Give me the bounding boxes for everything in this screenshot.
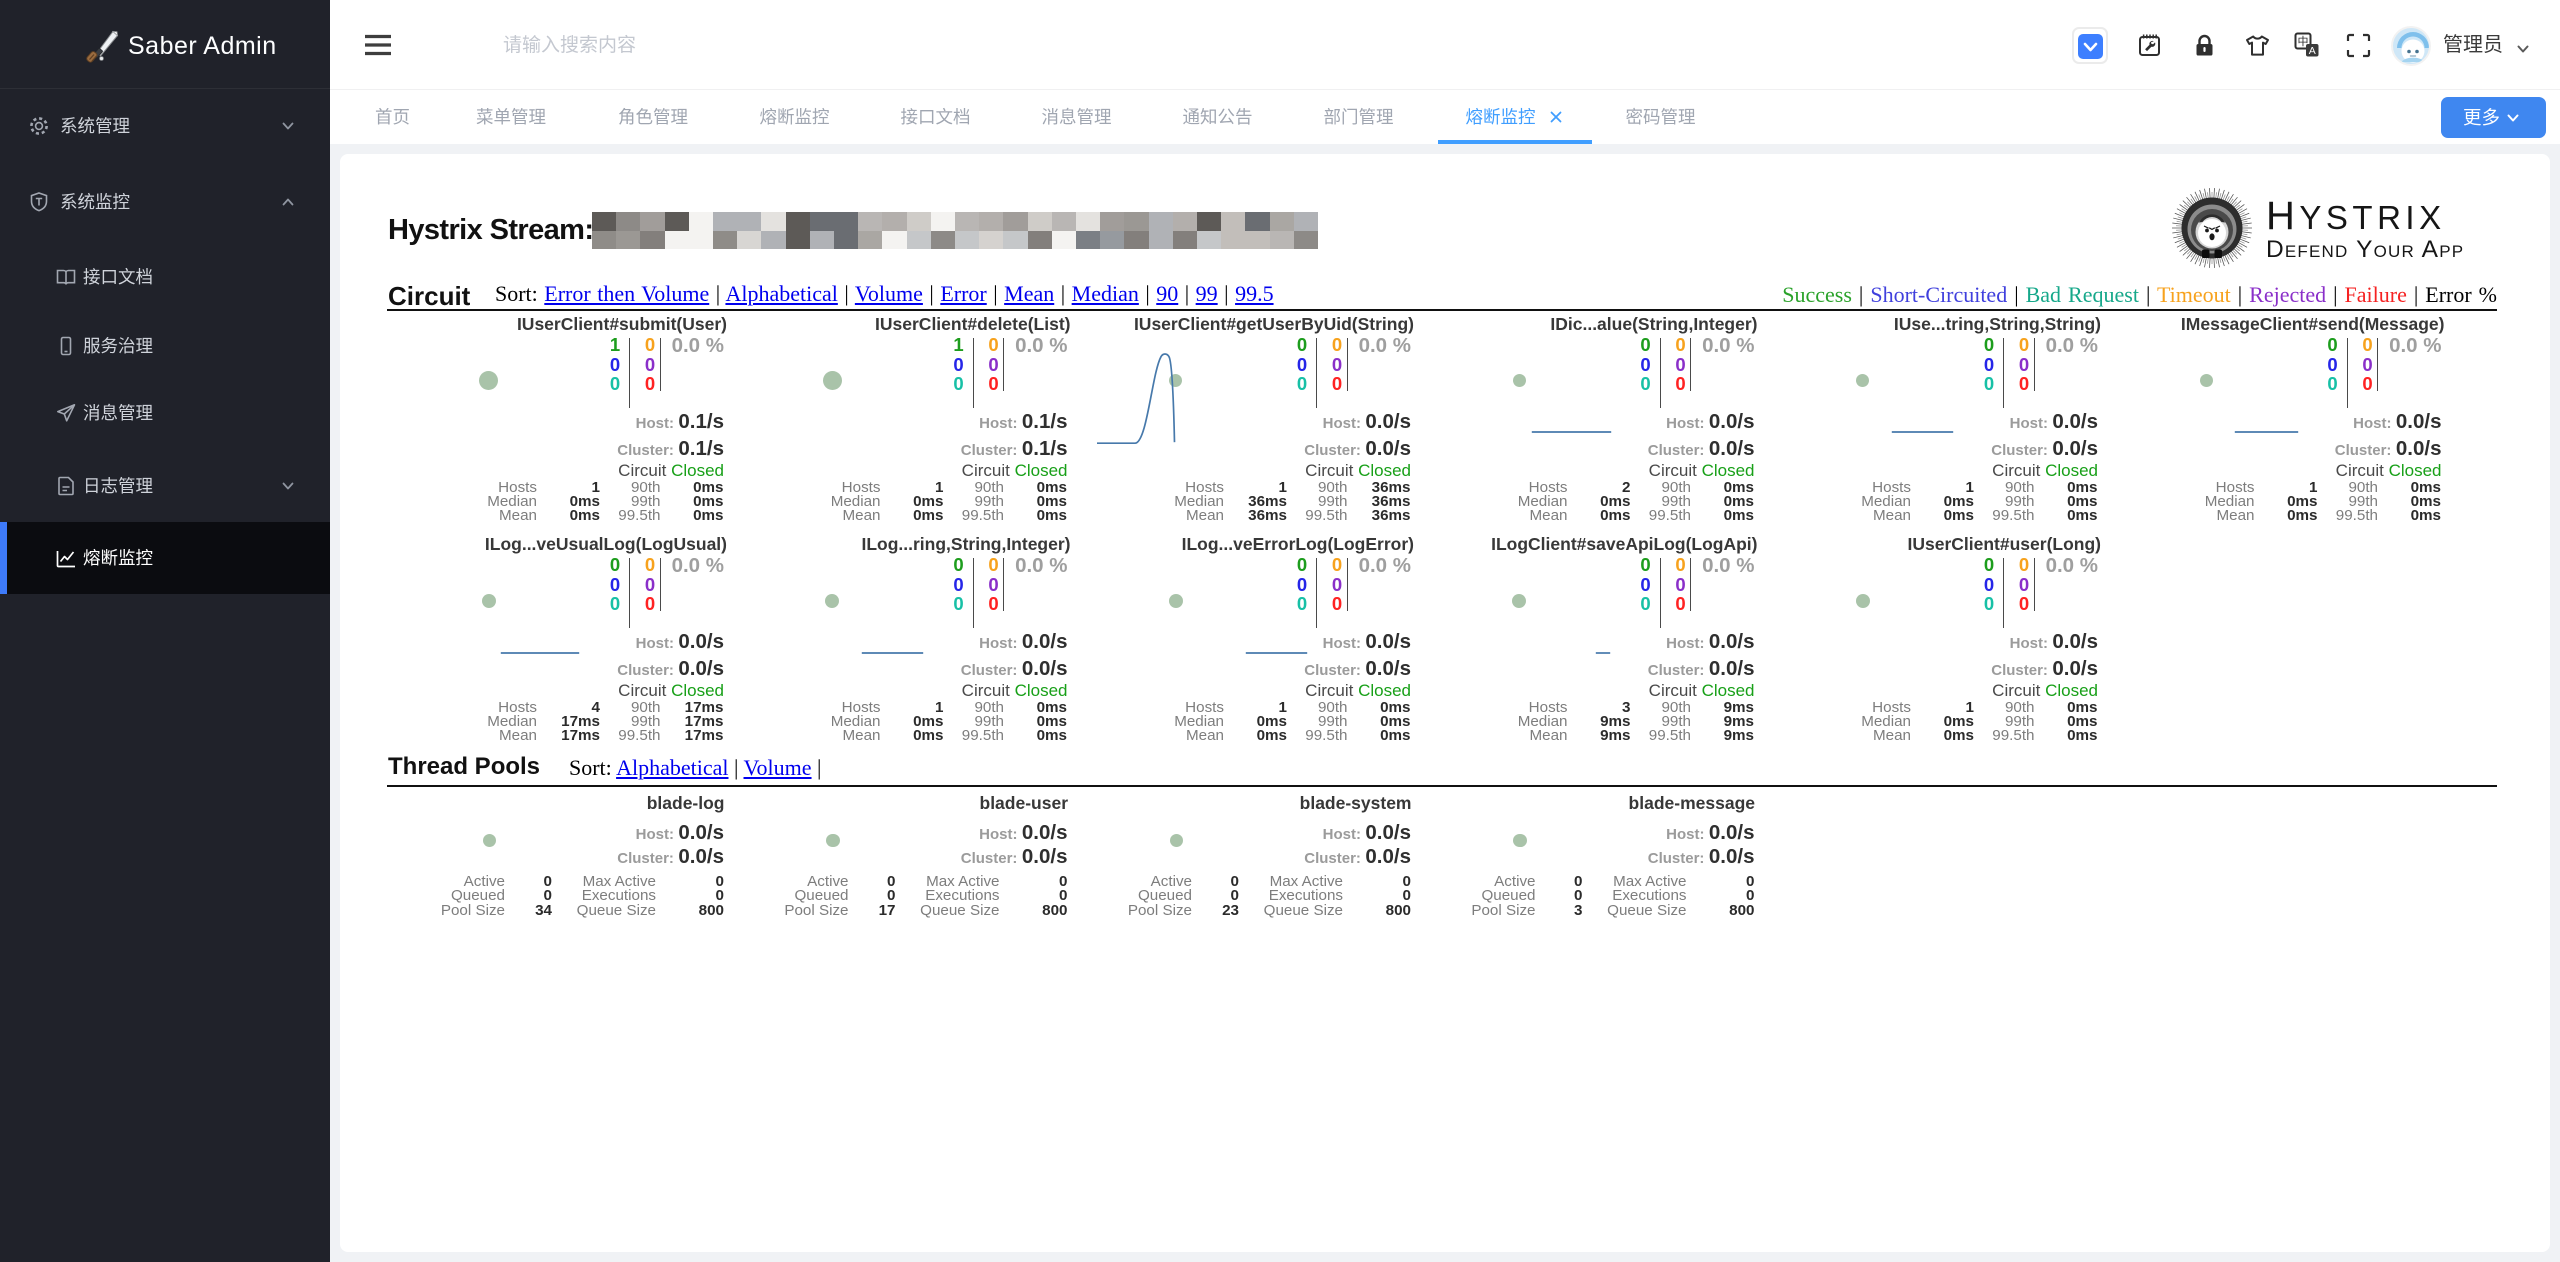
svg-text:A: A (2309, 45, 2316, 57)
svg-text:中: 中 (2298, 35, 2309, 48)
